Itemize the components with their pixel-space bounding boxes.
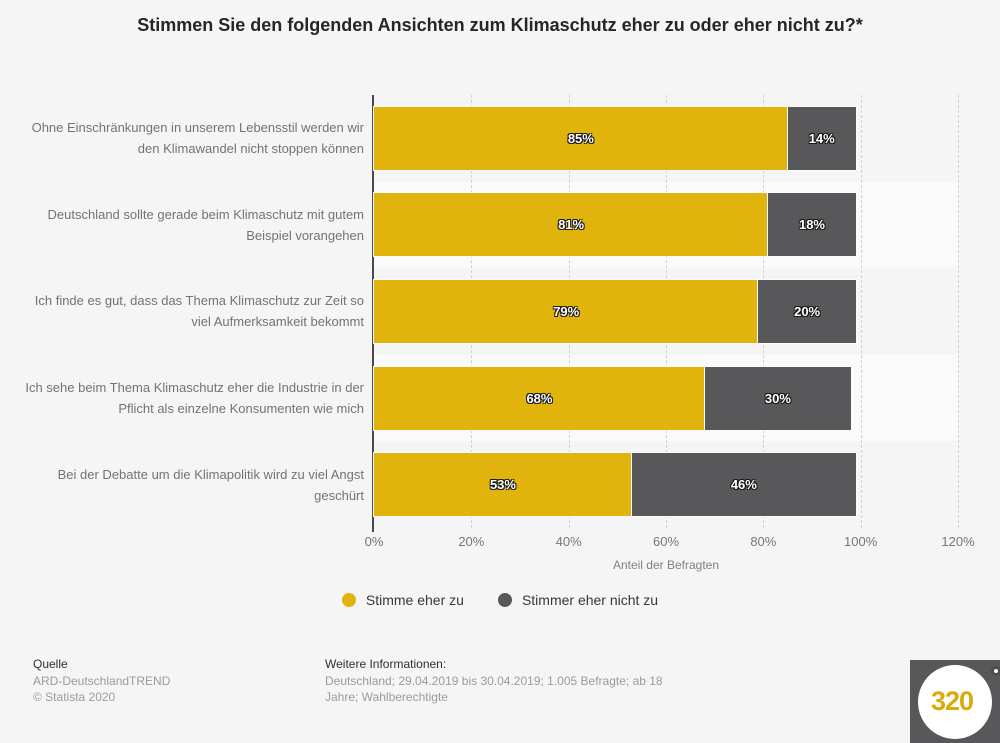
legend-item-agree[interactable]: Stimme eher zu [341,592,464,608]
category-label: Ich finde es gut, dass das Thema Klimasc… [34,293,364,330]
x-tick-label: 80% [750,534,777,549]
bar-value-label: 46% [730,477,757,493]
degree-icon [991,665,1000,676]
bar-value-label: 79% [553,304,580,319]
logo-circle-icon: 320 [918,664,1000,739]
info-text: Deutschland; 29.04.2019 bis 30.04.2019; … [325,674,663,704]
x-tick-label: 0% [364,534,384,549]
bar-segment-disagree[interactable]: 18% [768,193,856,257]
legend-dot-icon [497,593,512,607]
source-heading: Quelle [33,657,68,671]
x-axis-title: Anteil der Befragten [612,558,720,572]
statista-360-logo[interactable]: 320 [910,660,1000,743]
footer-source-block: Quelle ARD-DeutschlandTREND © Statista 2… [33,656,303,705]
logo-text: 320 [930,686,974,716]
bar-segment-agree[interactable]: 85% [374,106,788,170]
x-tick-label: 120% [941,534,975,549]
gridline-100 [860,95,862,528]
bar-segment-agree[interactable]: 81% [374,193,769,257]
legend: Stimme eher zu Stimmer eher nicht zu [0,592,1000,608]
bar-value-label: 81% [558,217,585,233]
category-label: Ohne Einschränkungen in unserem Lebensst… [31,120,364,157]
legend-dot-icon [341,593,356,607]
bar-row: 79% 20% [374,280,958,343]
plot-area: 85% 14% 81% 18% 79% 20% 68% 30% 53% 46% [372,95,959,532]
bar-segment-agree[interactable]: 53% [374,453,632,517]
plot-wrapper: Ohne Einschränkungen in unserem Lebensst… [0,95,1000,532]
y-axis-line [372,95,374,532]
x-tick-label: 60% [652,534,680,549]
legend-label: Stimmer eher nicht zu [521,592,659,608]
bar-row: 68% 30% [374,366,958,430]
bar-segment-disagree[interactable]: 20% [758,280,856,343]
category-label: Deutschland sollte gerade beim Klimaschu… [47,206,364,243]
x-tick-label: 20% [458,534,485,549]
source-name: ARD-DeutschlandTREND [33,674,171,688]
category-label: Bei der Debatte um die Klimapolitik wird… [57,466,364,503]
x-tick-label: 40% [555,534,582,549]
bar-value-label: 30% [764,390,791,406]
x-tick-label: 100% [844,534,878,549]
category-label: Ich sehe beim Thema Klimaschutz eher die… [25,380,364,417]
bar-row: 85% 14% [374,106,958,170]
legend-item-disagree[interactable]: Stimmer eher nicht zu [497,592,659,608]
bar-value-label: 18% [798,217,825,233]
bar-row: 53% 46% [374,453,958,517]
bar-value-label: 85% [567,130,594,146]
bar-value-label: 53% [489,477,516,493]
bar-value-label: 68% [526,390,553,406]
bar-segment-agree[interactable]: 68% [374,366,705,430]
copyright: © Statista 2020 [33,690,116,704]
bar-value-label: 20% [794,304,821,319]
bar-row: 81% 18% [374,193,958,257]
bar-value-label: 14% [808,130,835,146]
gridline-120 [958,95,959,528]
chart-title: Stimmen Sie den folgenden Ansichten zum … [137,15,863,35]
legend-label: Stimme eher zu [365,592,464,608]
info-heading: Weitere Informationen: [325,657,447,671]
footer-info-block: Weitere Informationen: Deutschland; 29.0… [325,656,693,705]
bar-segment-disagree[interactable]: 14% [787,106,856,170]
category-labels-column: Ohne Einschränkungen in unserem Lebensst… [24,95,364,528]
bar-segment-disagree[interactable]: 30% [704,366,851,430]
x-axis-ticks: 0% 20% 40% 60% 80% 100% 120% [365,529,975,549]
bar-segment-disagree[interactable]: 46% [631,453,856,517]
bar-segment-agree[interactable]: 79% [374,280,759,343]
